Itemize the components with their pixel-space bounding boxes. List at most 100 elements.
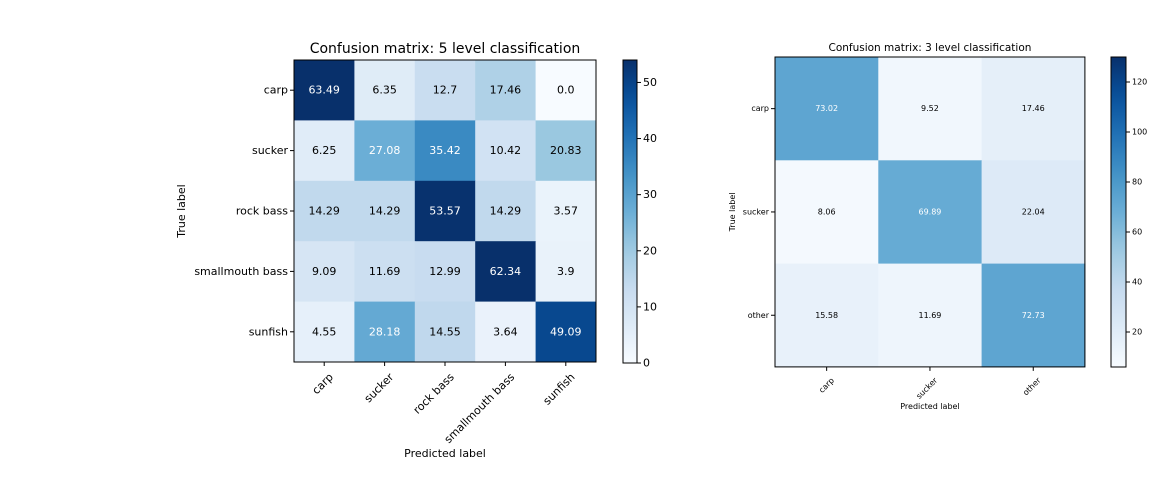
cell-value-label: 62.34 [490,265,522,278]
matrix-cell [414,180,476,242]
y-tick-label: other [748,311,770,320]
colorbar-tick-label: 20 [643,244,657,257]
confusion-matrix-5-level: 63.49 6.35 12.7 17.46 0.0 6.25 27.08 35.42 10.42… [175,41,657,460]
matrix-cell [535,301,597,363]
matrix-cell [354,60,416,121]
x-axis-label: Predicted label [900,402,959,411]
matrix-cell [981,57,1086,161]
matrix-cell [294,301,355,363]
cell-value-label: 28.18 [369,325,401,338]
cell-value-label: 0.0 [557,84,575,97]
cell-value-label: 12.99 [429,265,461,278]
matrix-cell [294,120,355,182]
cell-value-label: 10.42 [490,144,522,157]
y-tick-label: sucker [252,144,288,157]
cell-value-label: 35.42 [429,144,461,157]
matrix-cell [535,120,597,182]
colorbar-tick-label: 20 [1132,328,1142,337]
cell-value-label: 8.06 [818,207,836,216]
cell-value-label: 63.49 [308,84,340,97]
matrix-cell [878,57,983,161]
colorbar-tick-label: 50 [643,76,657,89]
cell-value-label: 20.83 [550,144,582,157]
y-tick-label: sunfish [249,325,288,338]
cell-value-label: 14.55 [429,325,461,338]
cell-value-label: 3.64 [493,325,518,338]
colorbar [622,59,638,364]
cell-value-label: 17.46 [490,84,522,97]
colorbar-tick-label: 30 [643,188,657,201]
matrix-cell [354,120,416,182]
matrix-cell [878,263,983,368]
cell-value-label: 49.09 [550,325,582,338]
colorbar-tick-label: 60 [1132,228,1142,237]
colorbar-tick-label: 120 [1132,78,1147,87]
y-tick-label: carp [264,84,288,97]
x-tick-label: carp [310,371,336,397]
matrix-cell [414,60,476,121]
cell-value-label: 11.69 [369,265,401,278]
colorbar-tick-label: 100 [1132,128,1147,137]
matrix-cell [981,263,1086,368]
cell-value-label: 15.58 [815,311,838,320]
y-tick-label: smallmouth bass [194,265,288,278]
matrix-cell [475,241,537,303]
matrix-cell [475,180,537,242]
chart-title: Confusion matrix: 5 level classification [310,41,581,57]
x-tick-label: sucker [362,370,397,405]
matrix-cell [414,120,476,182]
cell-value-label: 73.02 [815,104,838,113]
matrix-cell [475,60,537,121]
cell-value-label: 4.55 [312,325,337,338]
cell-value-label: 6.25 [312,144,337,157]
colorbar [1110,56,1127,368]
chart-title: Confusion matrix: 3 level classification [828,42,1031,54]
cell-value-label: 14.29 [308,205,340,218]
matrix-cell [775,57,879,161]
matrix-cell [354,301,416,363]
cell-value-label: 72.73 [1022,311,1045,320]
cell-value-label: 3.57 [554,205,579,218]
x-tick-label: sucker [914,375,939,400]
cell-value-label: 69.89 [918,207,941,216]
matrix-cell [475,301,537,363]
cell-value-label: 53.57 [429,205,461,218]
cell-value-label: 3.9 [557,265,575,278]
cell-value-label: 6.35 [372,84,397,97]
matrix-cell [354,180,416,242]
y-axis-label: True label [728,193,737,233]
matrix-cell [354,241,416,303]
matrix-cell [475,120,537,182]
colorbar-tick-label: 40 [1132,278,1142,287]
cell-value-label: 27.08 [369,144,401,157]
matrix-cell [535,180,597,242]
y-tick-label: rock bass [236,205,288,218]
cell-value-label: 9.09 [312,265,337,278]
matrix-cell [981,160,1086,265]
colorbar-tick-label: 10 [643,300,657,313]
colorbar-tick-label: 40 [643,132,657,145]
x-tick-label: carp [817,376,836,395]
cell-value-label: 11.69 [918,311,941,320]
cell-value-label: 14.29 [490,205,522,218]
cell-value-label: 9.52 [921,104,939,113]
cell-value-label: 14.29 [369,205,401,218]
matrix-cell [775,263,879,368]
y-axis-label: True label [175,184,188,238]
x-tick-label: other [1021,375,1043,397]
x-tick-label: rock bass [411,370,457,416]
matrix-cell [414,301,476,363]
matrix-cell [294,60,355,121]
matrix-cell [535,241,597,303]
matrix-cell [878,160,983,265]
colorbar-tick-label: 80 [1132,178,1142,187]
cell-value-label: 22.04 [1022,207,1045,216]
y-tick-label: carp [751,104,769,113]
matrix-cell [414,241,476,303]
cell-value-label: 12.7 [433,84,458,97]
cell-value-label: 17.46 [1022,104,1045,113]
confusion-matrix-3-level: 73.02 9.52 17.46 8.06 69.89 22.04 15.58 11.69 72… [728,42,1147,411]
x-tick-label: sunfish [541,371,578,408]
matrix-cell [775,160,879,265]
